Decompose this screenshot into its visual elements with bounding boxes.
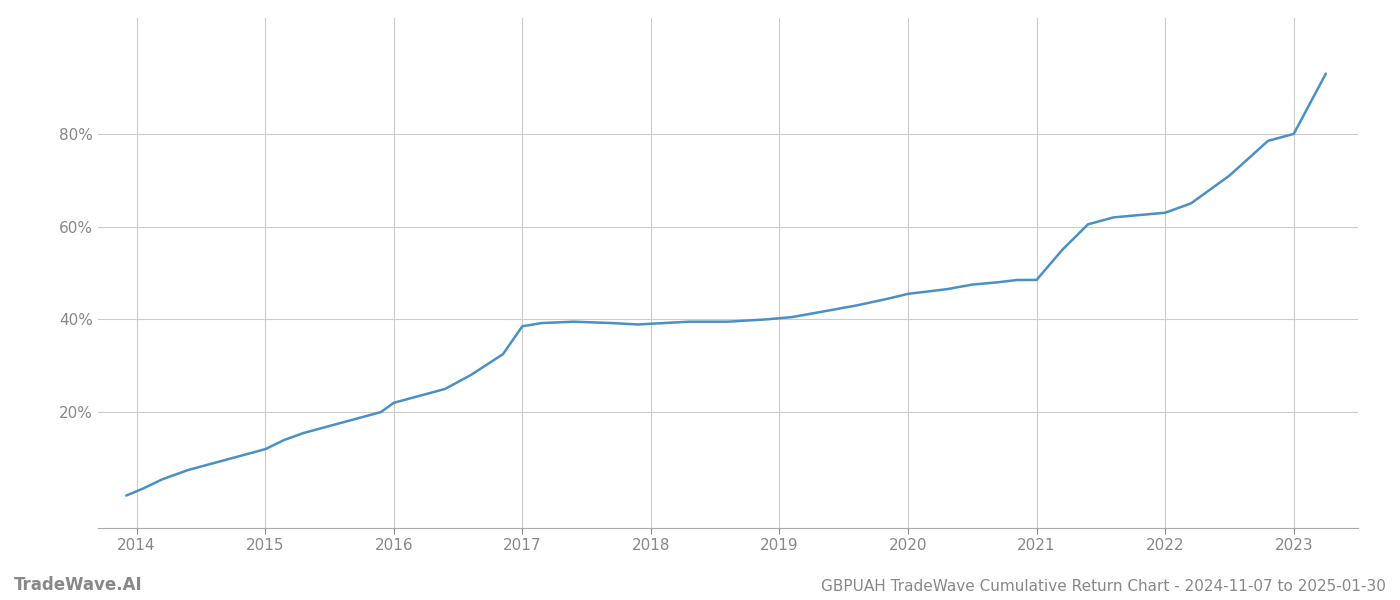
Text: GBPUAH TradeWave Cumulative Return Chart - 2024-11-07 to 2025-01-30: GBPUAH TradeWave Cumulative Return Chart… <box>822 579 1386 594</box>
Text: TradeWave.AI: TradeWave.AI <box>14 576 143 594</box>
